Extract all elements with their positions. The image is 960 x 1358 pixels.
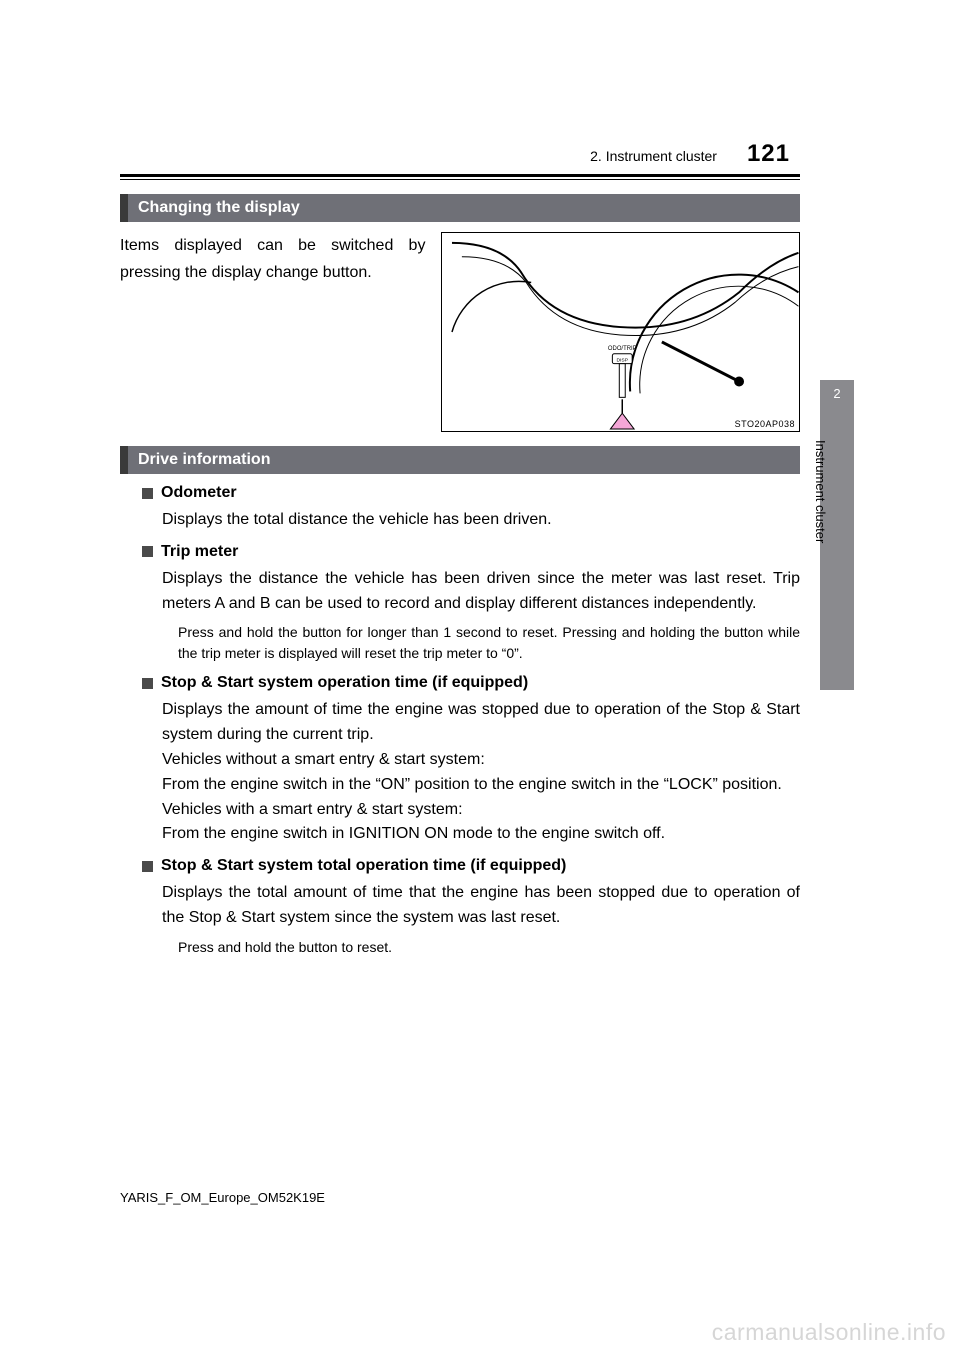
figure-code: STO20AP038 <box>735 419 795 429</box>
drive-item-body: Displays the distance the vehicle has be… <box>162 567 800 617</box>
disp-label: DISP <box>617 358 629 364</box>
drive-item-title: Odometer <box>142 484 800 502</box>
drive-item-title: Stop & Start system total operation time… <box>142 857 800 875</box>
drive-item-body: Displays the total amount of time that t… <box>162 881 800 931</box>
breadcrumb: 2. Instrument cluster <box>590 148 717 164</box>
drive-item: Odometer Displays the total distance the … <box>142 484 800 533</box>
drive-item-body: From the engine switch in IGNITION ON mo… <box>162 822 800 847</box>
section-heading-changing: Changing the display <box>120 194 800 222</box>
changing-text: Items displayed can be switched by press… <box>120 232 425 432</box>
odo-trip-label: ODO/TRIP <box>608 346 637 352</box>
drive-items-container: Odometer Displays the total distance the … <box>120 484 800 958</box>
drive-item-title: Stop & Start system operation time (if e… <box>142 674 800 692</box>
page-content: 2. Instrument cluster 121 Changing the d… <box>120 140 800 968</box>
drive-item: Trip meter Displays the distance the vehi… <box>142 543 800 665</box>
square-bullet-icon <box>142 488 153 499</box>
page-header: 2. Instrument cluster 121 <box>120 140 800 168</box>
square-bullet-icon <box>142 861 153 872</box>
square-bullet-icon <box>142 546 153 557</box>
chapter-label: Instrument cluster <box>813 440 828 543</box>
changing-row: Items displayed can be switched by press… <box>120 232 800 432</box>
drive-item: Stop & Start system operation time (if e… <box>142 674 800 847</box>
footer-code: YARIS_F_OM_Europe_OM52K19E <box>120 1190 325 1205</box>
square-bullet-icon <box>142 678 153 689</box>
chapter-number: 2 <box>820 380 854 401</box>
drive-item-body: Displays the total distance the vehicle … <box>162 508 800 533</box>
drive-item-title: Trip meter <box>142 543 800 561</box>
pointer-arrow-icon <box>611 413 635 429</box>
cluster-svg: ODO/TRIP DISP <box>442 233 799 431</box>
divider-thick <box>120 174 800 177</box>
drive-item-body: Vehicles with a smart entry & start syst… <box>162 798 800 823</box>
drive-item-body: Displays the amount of time the engine w… <box>162 698 800 748</box>
drive-item-body: From the engine switch in the “ON” posit… <box>162 773 800 798</box>
drive-item-note: Press and hold the button for longer tha… <box>178 622 800 664</box>
cluster-figure-box: ODO/TRIP DISP STO20AP038 <box>441 232 800 432</box>
drive-item-body: Vehicles without a smart entry & start s… <box>162 748 800 773</box>
drive-item: Stop & Start system total operation time… <box>142 857 800 958</box>
page-number: 121 <box>747 140 790 168</box>
drive-item-title-text: Stop & Start system total operation time… <box>161 857 566 875</box>
changing-figure: ODO/TRIP DISP STO20AP038 <box>441 232 800 432</box>
watermark: carmanualsonline.info <box>712 1319 946 1346</box>
drive-item-note: Press and hold the button to reset. <box>178 937 800 958</box>
section-heading-drive: Drive information <box>120 446 800 474</box>
drive-item-title-text: Trip meter <box>161 543 238 561</box>
divider-thin <box>120 179 800 180</box>
drive-item-title-text: Stop & Start system operation time (if e… <box>161 674 528 692</box>
drive-item-title-text: Odometer <box>161 484 237 502</box>
